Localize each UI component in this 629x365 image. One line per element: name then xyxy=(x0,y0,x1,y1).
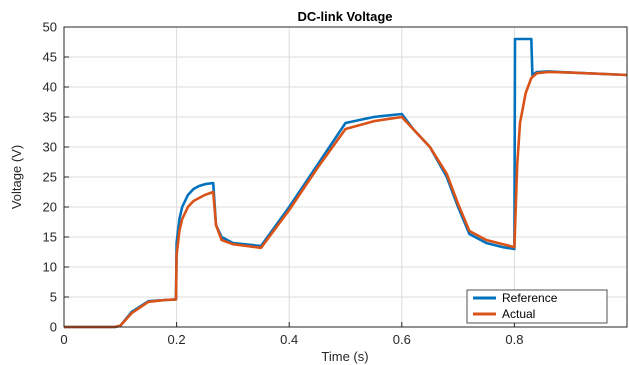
series-lines xyxy=(64,37,628,329)
y-tick-label: 10 xyxy=(43,260,57,275)
y-tick-label: 5 xyxy=(50,290,57,305)
y-tick-label: 50 xyxy=(43,20,57,35)
y-axis-ticks: 0 5 10 15 20 25 30 35 40 45 50 xyxy=(43,20,69,335)
y-axis-label: Voltage (V) xyxy=(9,145,24,209)
y-tick-label: 25 xyxy=(43,170,57,185)
chart-title: DC-link Voltage xyxy=(297,9,392,24)
y-tick-label: 40 xyxy=(43,80,57,95)
x-tick-label: 0 xyxy=(60,332,67,347)
legend: Reference Actual xyxy=(466,289,608,324)
x-tick-label: 0.2 xyxy=(168,332,186,347)
y-tick-label: 20 xyxy=(43,200,57,215)
y-tick-label: 15 xyxy=(43,230,57,245)
legend-label-actual: Actual xyxy=(502,307,535,321)
y-tick-label: 0 xyxy=(50,320,57,335)
x-axis-label: Time (s) xyxy=(321,349,368,364)
x-tick-label: 0.6 xyxy=(393,332,411,347)
x-tick-label: 0.4 xyxy=(280,332,298,347)
x-tick-label: 0.8 xyxy=(505,332,523,347)
x-axis-ticks: 0 0.2 0.4 0.6 0.8 xyxy=(60,322,523,347)
legend-box xyxy=(466,289,608,324)
y-tick-label: 30 xyxy=(43,140,57,155)
y-tick-label: 35 xyxy=(43,110,57,125)
y-tick-label: 45 xyxy=(43,50,57,65)
legend-label-reference: Reference xyxy=(502,291,558,305)
series-line-actual xyxy=(64,70,628,329)
